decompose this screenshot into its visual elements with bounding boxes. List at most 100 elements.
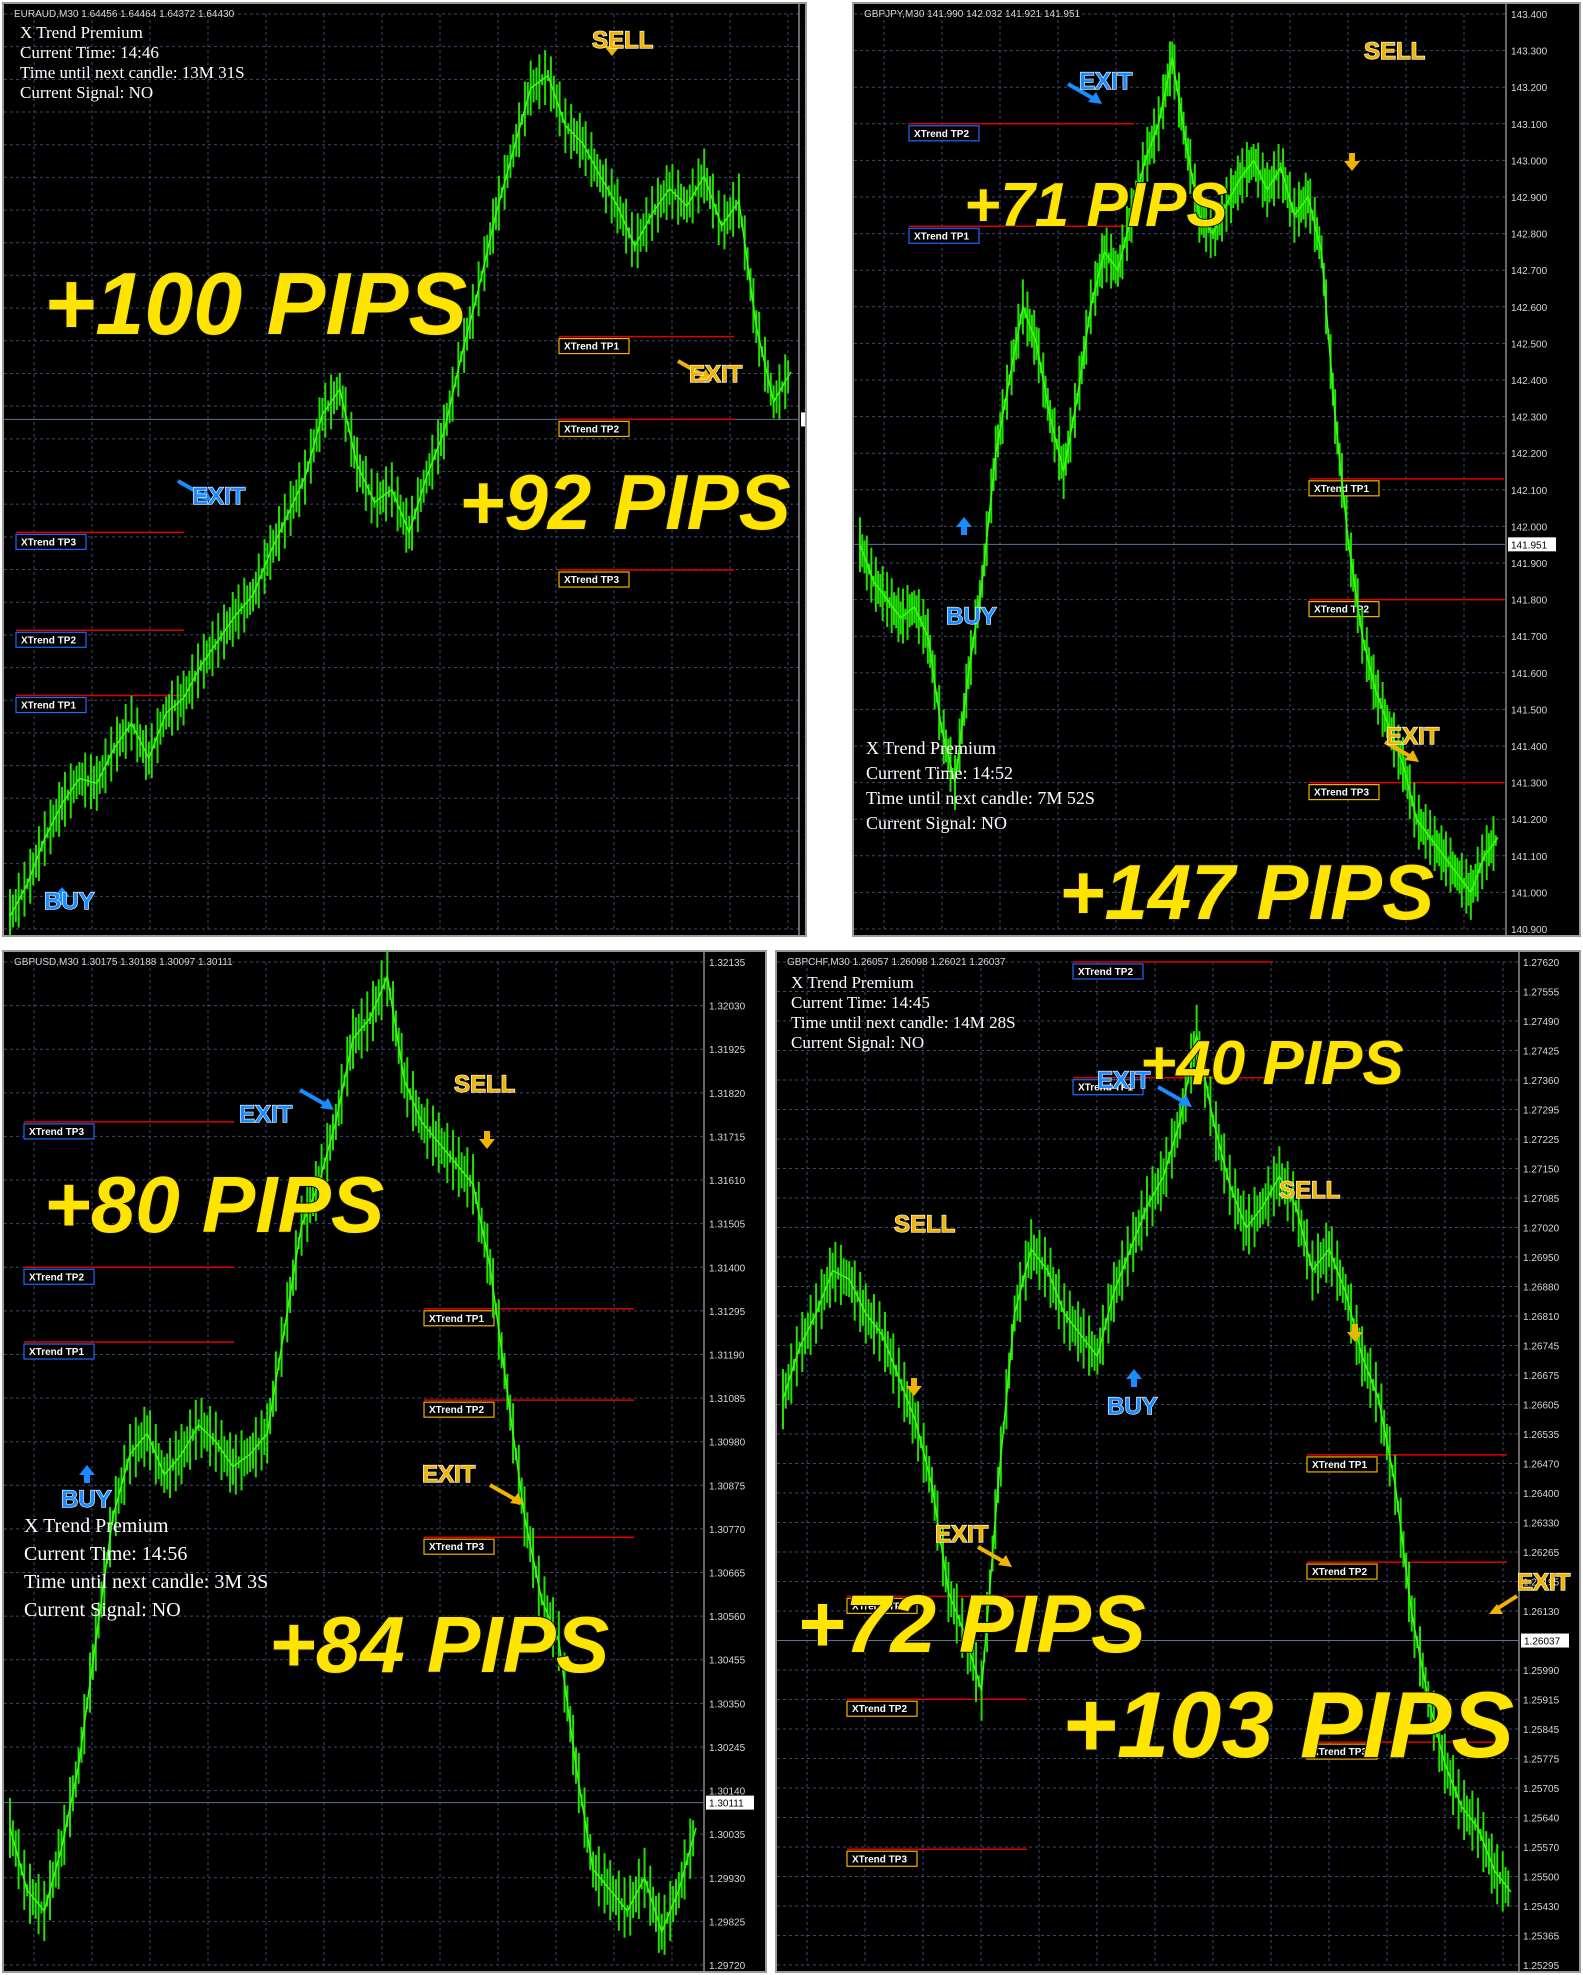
info-box-line: Current Time: 14:52: [866, 763, 1013, 783]
info-box-line: Current Time: 14:56: [24, 1543, 187, 1565]
y-tick-label: 1.63830: [804, 566, 807, 577]
y-tick-label: 141.600: [1511, 669, 1548, 680]
y-tick-label: 1.30560: [709, 1612, 746, 1623]
y-tick-label: 142.000: [1511, 522, 1548, 533]
signal-label: SELL: [454, 1071, 515, 1098]
y-tick-label: 1.26950: [1523, 1253, 1560, 1264]
info-box-line: Current Signal: NO: [24, 1599, 181, 1621]
y-tick-label: 1.26880: [1523, 1283, 1560, 1294]
current-price-label: 141.951: [1511, 540, 1548, 551]
y-tick-label: 142.400: [1511, 376, 1548, 387]
current-price-label: 1.64430: [804, 415, 807, 426]
tp-label-box: [846, 1850, 918, 1867]
y-tick-label: 142.100: [1511, 486, 1548, 497]
y-tick-label: 142.300: [1511, 413, 1548, 424]
signal-arrow-icon: [489, 1483, 519, 1503]
signal-arrow-icon: [1088, 92, 1102, 104]
info-box-line: X Trend Premium: [791, 973, 914, 992]
signal-label: EXIT: [1517, 1569, 1571, 1596]
y-tick-label: 1.27425: [1523, 1047, 1560, 1058]
price-series-line: [9, 973, 697, 1934]
y-tick-label: 1.31295: [709, 1307, 746, 1318]
signal-arrow-icon: [510, 1493, 524, 1505]
y-tick-label: 1.31715: [709, 1132, 746, 1143]
tp-label-box: [23, 1343, 95, 1360]
y-tick-label: 1.25365: [1523, 1932, 1560, 1943]
signal-label: BUY: [61, 1486, 112, 1513]
y-tick-label: 141.800: [1511, 596, 1548, 607]
y-tick-label: 1.31610: [709, 1176, 746, 1187]
y-tick-label: 1.26605: [1523, 1401, 1560, 1412]
y-tick-label: 1.64220: [804, 468, 807, 479]
y-tick-label: 1.27555: [1523, 988, 1560, 999]
tp-label-box: [15, 631, 87, 648]
tp-label: XTrend TP2: [1314, 605, 1369, 616]
y-tick-label: 1.31820: [709, 1089, 746, 1100]
tp-label: XTrend TP2: [1078, 967, 1133, 978]
y-tick-label: 1.64870: [804, 304, 807, 315]
y-tick-label: 1.62920: [804, 794, 807, 805]
y-tick-label: 1.30140: [709, 1787, 746, 1798]
profit-label: +80 PIPS: [44, 1160, 384, 1249]
profit-label: +92 PIPS: [459, 458, 791, 546]
y-tick-label: 1.65000: [804, 271, 807, 282]
y-tick-label: 1.63180: [804, 729, 807, 740]
tp-label-box: [15, 696, 87, 714]
signal-arrow-icon: [1347, 1324, 1363, 1342]
signal-arrow-icon: [1384, 740, 1414, 760]
tp-label: XTrend TP3: [1312, 1747, 1367, 1758]
signal-arrow-icon: [1489, 1604, 1503, 1614]
y-tick-label: 143.100: [1511, 120, 1548, 131]
signal-label: EXIT: [422, 1461, 476, 1488]
signal-arrow-icon: [177, 479, 207, 499]
signal-label: EXIT: [192, 483, 246, 510]
tp-label-box: [423, 1401, 495, 1418]
signal-arrow-icon: [956, 517, 972, 535]
y-tick-label: 1.25500: [1523, 1873, 1560, 1884]
tp-label-box: [908, 227, 980, 244]
y-tick-label: 1.62400: [804, 925, 807, 936]
info-box-line: Time until next candle: 13M 31S: [20, 63, 245, 82]
chart-gbpusd-svg: 1.32135 1.32030 1.31925 1.31820 1.31715 1.316…: [4, 952, 754, 1971]
info-box-line: Current Signal: NO: [20, 83, 153, 102]
tp-label: XTrend TP2: [21, 635, 76, 646]
tp-label: XTrend TP2: [429, 1405, 484, 1416]
price-series-line: [859, 57, 1499, 894]
price-series-line: [9, 74, 792, 917]
y-tick-label: 1.27020: [1523, 1224, 1560, 1235]
y-tick-label: 1.26745: [1523, 1342, 1560, 1353]
signal-arrow-icon: [54, 887, 70, 905]
tp-label-box: [846, 1700, 918, 1717]
signal-arrow-icon: [299, 1088, 329, 1108]
tp-label: XTrend TP3: [29, 1127, 84, 1138]
y-tick-label: 1.27490: [1523, 1017, 1560, 1028]
y-tick-label: 1.32135: [709, 958, 746, 969]
signal-label: EXIT: [1079, 68, 1133, 95]
y-tick-label: 140.900: [1511, 925, 1548, 936]
info-box-line: Time until next candle: 3M 3S: [24, 1571, 268, 1593]
y-tick-label: 1.30980: [709, 1438, 746, 1449]
tp-label: XTrend TP2: [852, 1704, 907, 1715]
y-tick-label: 1.26675: [1523, 1371, 1560, 1382]
info-box-line: Current Signal: NO: [866, 813, 1007, 833]
current-price-label: 1.26037: [1524, 1637, 1561, 1648]
y-tick-label: 1.63440: [804, 664, 807, 675]
signal-arrow-icon: [1178, 1095, 1192, 1107]
y-tick-label: 141.500: [1511, 705, 1548, 716]
y-tick-label: 141.400: [1511, 742, 1548, 753]
y-tick-label: 1.63050: [804, 762, 807, 773]
signal-arrow-icon: [1067, 82, 1097, 102]
tp-label-box: [15, 533, 87, 550]
y-tick-label: 1.31925: [709, 1045, 746, 1056]
profit-label: +147 PIPS: [1059, 848, 1434, 936]
chart-euraud-svg: 1.66045 1.65915 1.65785 1.65655 1.65520 1.653…: [4, 4, 807, 936]
y-tick-label: 1.65520: [804, 141, 807, 152]
y-tick-label: 1.64610: [804, 369, 807, 380]
tp-label: XTrend TP3: [1314, 788, 1369, 799]
tp-label: XTrend TP2: [914, 129, 969, 140]
tp-label-box: [23, 1268, 95, 1285]
tp-label: XTrend TP2: [1312, 1567, 1367, 1578]
tp-label: XTrend TP2: [564, 424, 619, 435]
y-tick-label: 141.200: [1511, 815, 1548, 826]
profit-label: +40 PIPS: [1140, 1029, 1404, 1098]
